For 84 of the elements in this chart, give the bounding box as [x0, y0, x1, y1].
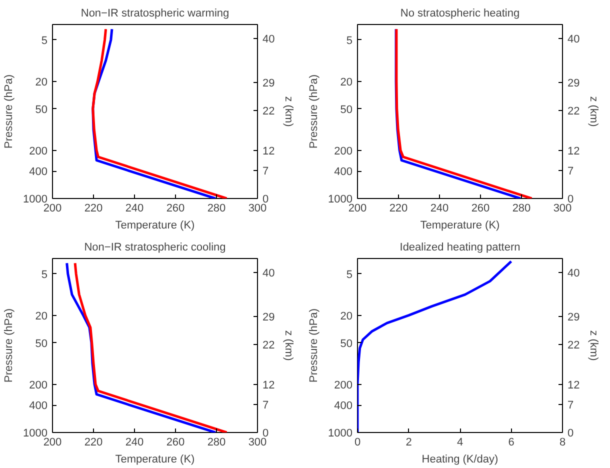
x-tick-label: 8	[559, 436, 566, 448]
y-tick-label: 1000	[23, 428, 48, 440]
x-tick-label: 240	[125, 436, 144, 448]
x-tick-label: 260	[471, 202, 490, 214]
x-tick-label: 220	[389, 202, 408, 214]
x-tick-label: 280	[207, 202, 226, 214]
y-tick-label: 20	[35, 310, 48, 322]
x-tick-label: 240	[125, 202, 144, 214]
y-tick-label: 5	[346, 268, 353, 281]
x-tick-label: 6	[508, 436, 514, 448]
x-axis-title: Temperature (K)	[115, 220, 195, 232]
chart-title: Non−IR stratospheric warming	[80, 8, 230, 20]
y2-tick-label: 12	[262, 146, 275, 158]
y-axis-title: Pressure (hPa)	[308, 308, 320, 382]
y2-tick-label: 29	[262, 312, 275, 324]
x-tick-label: 300	[248, 202, 267, 214]
x-axis-title: Heating (K/day)	[422, 454, 498, 466]
y-tick-label: 200	[29, 379, 48, 392]
y-tick-label: 50	[35, 338, 48, 350]
y-tick-label: 200	[334, 145, 353, 158]
y2-tick-label: 7	[262, 166, 269, 178]
x-tick-label: 4	[456, 436, 464, 448]
y-tick-label: 50	[340, 104, 353, 116]
y-tick-label: 20	[35, 76, 48, 88]
y2-tick-label: 7	[568, 400, 574, 412]
y2-tick-label: 12	[568, 146, 580, 158]
y-tick-label: 1000	[328, 194, 353, 206]
x-tick-label: 2	[406, 436, 412, 448]
y-tick-label: 1000	[23, 194, 48, 206]
y2-tick-label: 29	[262, 78, 275, 90]
y2-tick-label: 22	[568, 106, 580, 118]
y2-axis-title: z (km)	[282, 96, 295, 127]
y2-tick-label: 7	[262, 400, 269, 412]
y-tick-label: 5	[41, 34, 48, 47]
y2-tick-label: 40	[262, 34, 275, 46]
y2-tick-label: 40	[568, 34, 580, 46]
y-tick-label: 50	[340, 338, 353, 350]
y-axis-title: Pressure (hPa)	[3, 74, 16, 148]
y2-tick-label: 12	[568, 380, 580, 392]
chart-title: Non−IR stratospheric cooling	[84, 242, 226, 254]
y2-tick-label: 22	[262, 340, 275, 352]
y-tick-label: 50	[35, 104, 48, 116]
y-axis-title: Pressure (hPa)	[3, 308, 16, 382]
x-tick-label: 260	[166, 202, 185, 214]
y2-tick-label: 0	[262, 194, 269, 206]
y2-tick-label: 0	[568, 194, 574, 206]
y-tick-label: 20	[340, 76, 353, 88]
x-tick-label: 240	[430, 202, 449, 214]
x-tick-label: 280	[207, 436, 226, 448]
y-tick-label: 400	[29, 166, 48, 178]
x-tick-label: 220	[84, 202, 103, 214]
y-tick-label: 5	[41, 268, 48, 281]
y2-axis-title: z (km)	[588, 330, 600, 361]
x-tick-label: 260	[166, 436, 185, 448]
x-axis-title: Temperature (K)	[115, 454, 195, 466]
y2-tick-label: 40	[568, 268, 580, 280]
y2-tick-label: 7	[568, 166, 574, 178]
y-axis-title: Pressure (hPa)	[308, 74, 320, 148]
y2-tick-label: 29	[568, 312, 580, 324]
y2-tick-label: 22	[568, 340, 580, 352]
chart-title: No stratospheric heating	[400, 8, 520, 20]
y-tick-label: 400	[334, 400, 353, 412]
chart-title: Idealized heating pattern	[400, 242, 520, 254]
y2-tick-label: 40	[262, 268, 275, 280]
y-tick-label: 1000	[328, 428, 353, 440]
y-tick-label: 400	[334, 166, 353, 178]
y2-tick-label: 0	[568, 428, 574, 440]
x-axis-title: Temperature (K)	[420, 220, 500, 232]
y2-tick-label: 22	[262, 106, 275, 118]
y2-tick-label: 0	[262, 428, 269, 440]
x-tick-label: 0	[354, 436, 361, 448]
y2-axis-title: z (km)	[588, 96, 600, 127]
x-tick-label: 280	[512, 202, 531, 214]
y-tick-label: 400	[29, 400, 48, 412]
x-tick-label: 220	[84, 436, 103, 448]
y-tick-label: 200	[29, 145, 48, 158]
x-tick-label: 300	[553, 202, 572, 214]
y2-tick-label: 29	[568, 78, 580, 90]
y-tick-label: 200	[334, 379, 353, 392]
y-tick-label: 20	[340, 310, 353, 322]
x-tick-label: 300	[248, 436, 267, 448]
y-tick-label: 5	[346, 34, 353, 47]
y2-tick-label: 12	[262, 380, 275, 392]
y2-axis-title: z (km)	[282, 330, 295, 361]
